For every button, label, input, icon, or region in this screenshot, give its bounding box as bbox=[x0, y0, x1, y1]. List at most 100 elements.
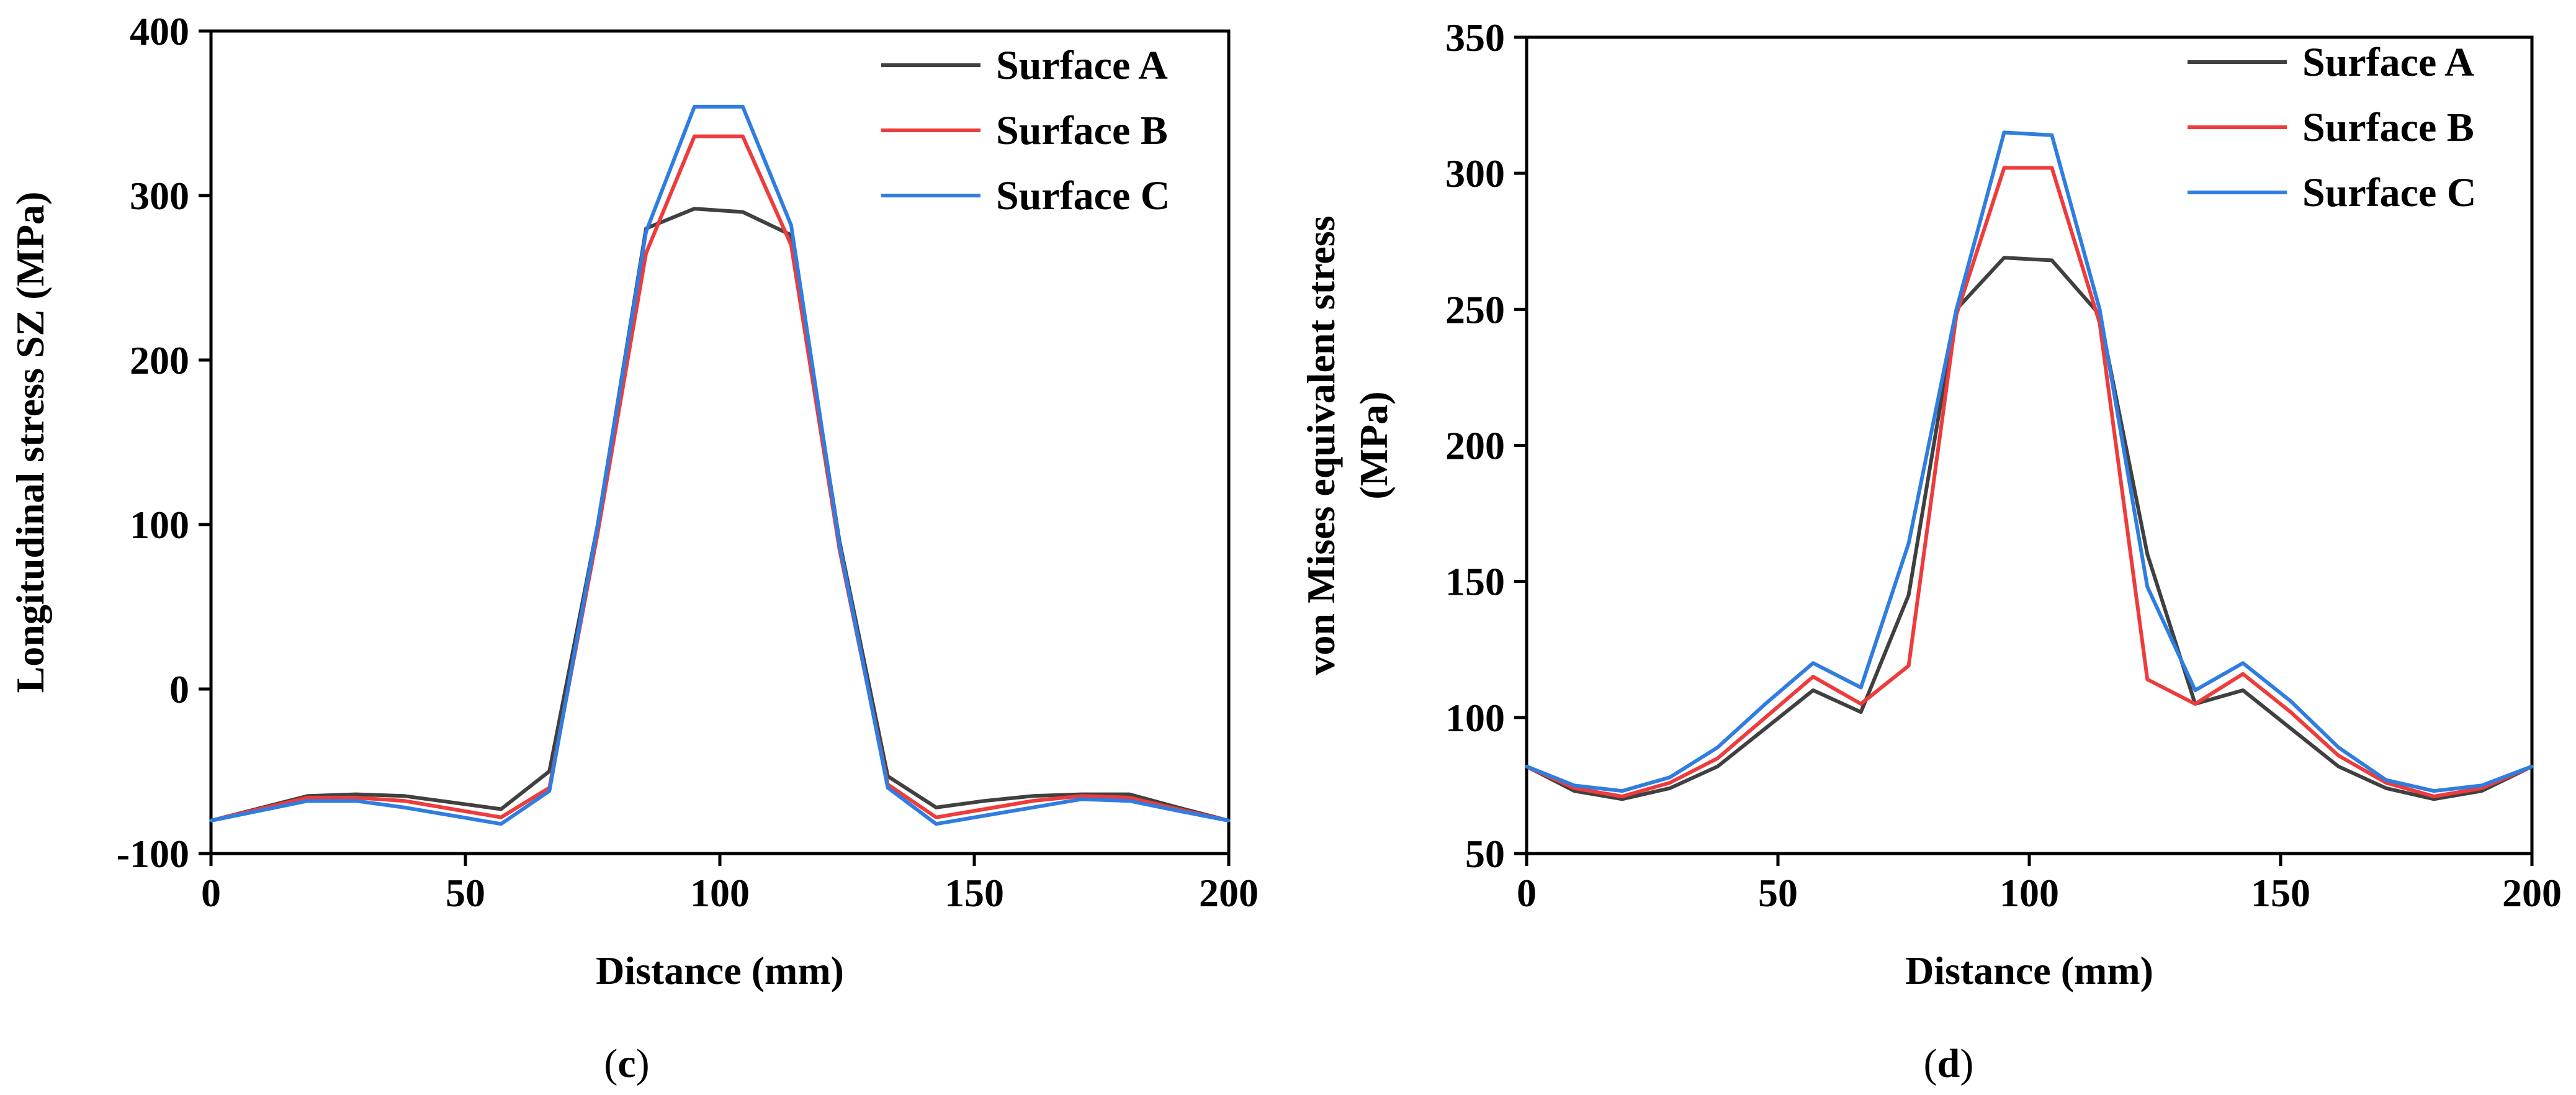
data-point bbox=[2289, 700, 2292, 703]
data-point bbox=[306, 799, 310, 803]
data-point bbox=[741, 135, 745, 138]
data-point bbox=[2050, 258, 2053, 262]
data-point bbox=[693, 207, 696, 210]
data-point bbox=[644, 251, 648, 255]
data-point bbox=[499, 822, 503, 826]
data-point bbox=[2336, 765, 2340, 768]
data-point bbox=[547, 789, 551, 793]
data-point bbox=[1128, 796, 1131, 800]
data-point bbox=[982, 807, 986, 811]
data-point bbox=[354, 799, 358, 803]
y-tick-label: 400 bbox=[130, 9, 189, 53]
data-point bbox=[1764, 726, 1767, 730]
chart-panel-c: 0 50 100 150 200 -100 0 100 200 300 400 Distance (m… bbox=[8, 9, 1259, 1086]
y-tick-label: 100 bbox=[1445, 696, 1505, 740]
data-point bbox=[2241, 688, 2245, 692]
data-point bbox=[354, 793, 358, 796]
data-point bbox=[547, 770, 551, 773]
x-axis-label: Distance (mm) bbox=[1905, 949, 2153, 993]
legend-label: Surface A bbox=[2302, 40, 2474, 85]
x-axis-label: Distance (mm) bbox=[596, 949, 844, 993]
data-point bbox=[1859, 686, 1863, 690]
series-line-surface-b bbox=[210, 134, 1229, 822]
data-point bbox=[789, 223, 793, 227]
data-point bbox=[1031, 794, 1034, 798]
data-point bbox=[1668, 775, 1672, 779]
data-point bbox=[2145, 585, 2149, 588]
legend-label: Surface B bbox=[2302, 105, 2474, 150]
data-point bbox=[693, 105, 696, 109]
y-axis-label: Longitudinal stress SZ (MPa) bbox=[8, 192, 52, 693]
x-tick-label: 50 bbox=[446, 871, 485, 915]
data-point bbox=[354, 796, 358, 800]
x-tick-label: 0 bbox=[201, 871, 221, 915]
data-point bbox=[1859, 702, 1863, 706]
data-point bbox=[499, 816, 503, 819]
data-point bbox=[2432, 795, 2436, 798]
data-point bbox=[2336, 754, 2340, 757]
data-point bbox=[1668, 786, 1672, 790]
data-point bbox=[2241, 672, 2245, 676]
data-point bbox=[306, 796, 310, 800]
x-tick-label: 150 bbox=[945, 871, 1004, 915]
data-point bbox=[1525, 765, 1528, 768]
y-tick-label: 200 bbox=[130, 338, 189, 382]
legend-label: Surface C bbox=[2302, 170, 2476, 215]
data-point bbox=[741, 210, 745, 214]
legend-label: Surface C bbox=[996, 173, 1170, 219]
data-point bbox=[451, 814, 454, 818]
data-point bbox=[935, 806, 938, 809]
y-tick-label: -100 bbox=[117, 832, 189, 876]
data-point bbox=[2003, 256, 2006, 259]
data-point bbox=[741, 105, 745, 109]
x-tick-label: 100 bbox=[690, 871, 750, 915]
x-tick-label: 50 bbox=[1758, 871, 1798, 915]
panel-label: (c) bbox=[604, 1041, 649, 1086]
data-point bbox=[2050, 133, 2053, 137]
y-axis-label-line1: von Mises equivalent stress bbox=[1299, 215, 1343, 675]
legend: Surface A Surface B Surface C bbox=[881, 43, 1170, 219]
legend-label: Surface B bbox=[996, 108, 1168, 153]
data-point bbox=[1227, 819, 1231, 822]
data-point bbox=[982, 799, 986, 803]
data-point bbox=[935, 822, 938, 826]
data-point bbox=[1955, 307, 1959, 311]
data-point bbox=[2384, 786, 2388, 790]
data-point bbox=[1128, 799, 1131, 803]
panel-letter: c bbox=[617, 1041, 635, 1086]
data-point bbox=[403, 799, 406, 803]
data-point bbox=[2289, 710, 2292, 714]
data-point bbox=[1907, 593, 1911, 597]
data-point bbox=[1764, 702, 1767, 706]
panel-label: (d) bbox=[1924, 1041, 1974, 1086]
data-point bbox=[209, 819, 213, 822]
data-point bbox=[2145, 677, 2149, 681]
data-point bbox=[2432, 789, 2436, 793]
data-point bbox=[2145, 552, 2149, 556]
data-point bbox=[2003, 166, 2006, 169]
data-point bbox=[2241, 661, 2245, 665]
plot-frame bbox=[209, 29, 1231, 855]
x-tick-label: 200 bbox=[1199, 871, 1259, 915]
series-line-surface-a bbox=[210, 207, 1229, 822]
x-tick-label: 0 bbox=[1517, 871, 1537, 915]
data-point bbox=[1031, 806, 1034, 809]
x-tick-label: 100 bbox=[1999, 871, 2059, 915]
legend-label: Surface A bbox=[996, 43, 1168, 88]
data-point bbox=[2336, 746, 2340, 749]
data-point bbox=[2050, 166, 2053, 169]
legend: Surface A Surface B Surface C bbox=[2188, 40, 2476, 215]
data-point bbox=[1764, 716, 1767, 719]
data-point bbox=[1716, 757, 1720, 760]
series-line-surface-a bbox=[1525, 256, 2533, 801]
data-point bbox=[838, 543, 841, 546]
y-tick-label: 250 bbox=[1445, 287, 1505, 331]
series-line-surface-c bbox=[1525, 130, 2533, 793]
series-line-surface-b bbox=[1525, 166, 2533, 798]
data-point bbox=[1620, 795, 1624, 798]
data-point bbox=[1620, 797, 1624, 801]
data-point bbox=[982, 814, 986, 818]
data-point bbox=[451, 807, 454, 811]
y-tick-label: 100 bbox=[130, 503, 189, 547]
data-point bbox=[693, 135, 696, 138]
